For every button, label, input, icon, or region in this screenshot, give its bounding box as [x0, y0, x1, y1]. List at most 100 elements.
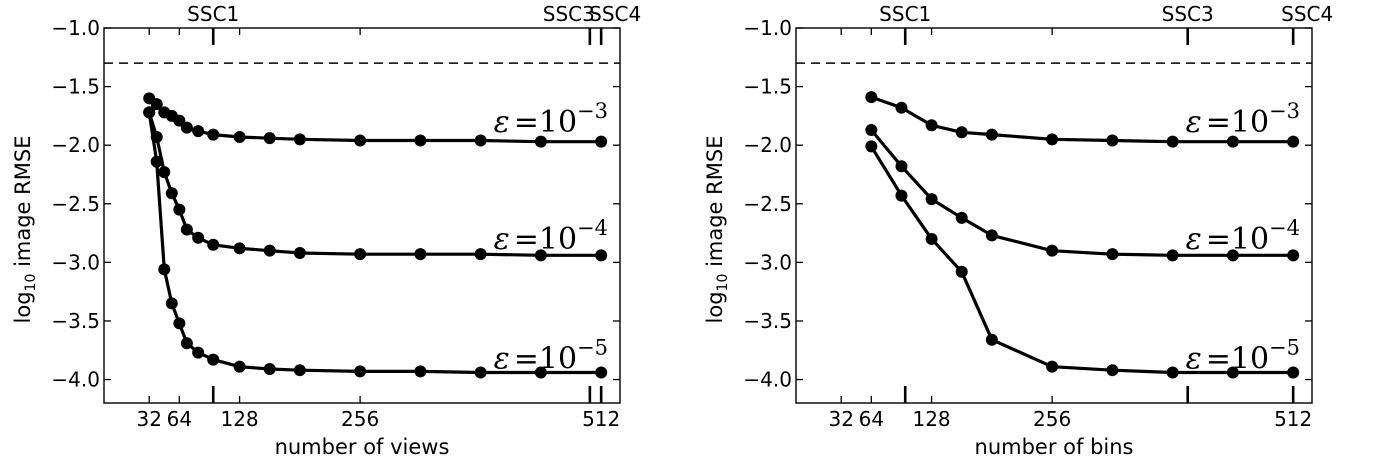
data-point	[865, 140, 878, 153]
ssc-label: SSC4	[1281, 2, 1333, 26]
x-tick-label: 128	[220, 407, 258, 431]
series-label: ε =10−3	[494, 99, 608, 140]
data-point	[414, 248, 427, 261]
data-point	[985, 229, 998, 242]
data-point	[192, 231, 205, 244]
data-point	[534, 135, 547, 148]
y-axis-label: log10 image RMSE	[703, 136, 731, 324]
x-tick-label: 512	[1274, 407, 1312, 431]
x-tick-label: 32	[136, 407, 161, 431]
data-point	[1287, 135, 1300, 148]
data-point	[414, 134, 427, 147]
series-label: ε =10−5	[1186, 335, 1300, 376]
data-point	[925, 193, 938, 206]
data-point	[263, 244, 276, 257]
y-tick-label: −2.0	[51, 133, 100, 157]
data-point	[595, 249, 608, 262]
ssc-label: SSC1	[879, 2, 931, 26]
data-point	[1226, 135, 1239, 148]
data-point	[158, 166, 171, 179]
y-tick-label: −1.0	[51, 16, 100, 40]
data-point	[474, 248, 487, 261]
data-point	[263, 132, 276, 145]
data-point	[474, 134, 487, 147]
data-point	[207, 238, 220, 251]
x-axis-label: number of bins	[975, 435, 1134, 459]
ssc-label: SSC1	[187, 2, 239, 26]
ssc-label: SSC3	[1162, 2, 1214, 26]
data-point	[354, 365, 367, 378]
ssc-label: SSC4	[589, 2, 641, 26]
data-point	[180, 223, 193, 236]
series-label: ε =10−5	[494, 335, 608, 376]
data-point	[293, 133, 306, 146]
series-label: ε =10−4	[1186, 216, 1300, 257]
y-tick-label: −2.5	[743, 192, 792, 216]
y-tick-label: −1.5	[51, 75, 100, 99]
y-tick-label: −3.5	[51, 309, 100, 333]
data-point	[173, 114, 186, 127]
data-point	[414, 365, 427, 378]
x-tick-label: 128	[912, 407, 950, 431]
plot-frame	[795, 27, 1313, 404]
series-line	[870, 128, 1294, 257]
data-point	[595, 366, 608, 379]
data-point	[1106, 248, 1119, 261]
data-point	[1166, 135, 1179, 148]
ssc-label: SSC3	[543, 2, 595, 26]
data-point	[354, 134, 367, 147]
data-point	[955, 126, 968, 139]
data-point	[293, 247, 306, 259]
data-point	[165, 297, 178, 310]
series-line	[147, 111, 602, 257]
data-point	[173, 317, 186, 330]
data-point	[173, 203, 186, 216]
data-point	[955, 211, 968, 224]
data-point	[1046, 360, 1059, 373]
data-point	[233, 242, 246, 255]
data-point	[925, 232, 938, 245]
data-point	[1287, 366, 1300, 379]
plot-frame	[103, 27, 621, 404]
data-point	[1166, 249, 1179, 262]
data-point	[233, 130, 246, 143]
data-point	[180, 121, 193, 134]
data-point	[143, 106, 156, 119]
series-label: ε =10−4	[494, 216, 608, 257]
data-point	[180, 337, 193, 350]
x-tick-label: 32	[828, 407, 853, 431]
data-point	[1106, 364, 1119, 377]
y-tick-label: −3.0	[51, 250, 100, 274]
chart-panel-1: −1.0 −1.5 −2.0 −2.5 −3.0 −3.5 −4.0 32 64 128 256 51…	[11, 2, 641, 459]
series-line	[147, 112, 602, 375]
x-tick-label: 256	[1033, 407, 1071, 431]
data-point	[895, 189, 908, 202]
chart-panel-2: −1.0 −1.5 −2.0 −2.5 −3.0 −3.5 −4.0 32 64 128 256 51…	[703, 2, 1333, 459]
data-point	[985, 333, 998, 346]
data-point	[985, 128, 998, 141]
data-point	[150, 98, 163, 111]
data-point	[865, 91, 878, 104]
series-label: ε =10−3	[1186, 99, 1300, 140]
data-point	[207, 353, 220, 366]
x-tick-label: 64	[167, 407, 192, 431]
data-point	[293, 364, 306, 377]
x-axis-label: number of views	[275, 435, 450, 459]
data-point	[1106, 134, 1119, 147]
data-point	[354, 248, 367, 261]
data-point	[865, 123, 878, 136]
y-tick-label: −2.0	[743, 133, 792, 157]
y-tick-label: −1.0	[743, 16, 792, 40]
data-point	[150, 155, 163, 168]
data-point	[207, 128, 220, 141]
data-point	[1166, 366, 1179, 379]
series-line	[870, 95, 1294, 144]
x-tick-label: 512	[582, 407, 620, 431]
data-point	[1226, 366, 1239, 379]
data-point	[1226, 249, 1239, 262]
x-tick-label: 64	[859, 407, 884, 431]
data-point	[1046, 244, 1059, 257]
data-point	[534, 366, 547, 379]
data-point	[192, 125, 205, 138]
y-tick-label: −4.0	[743, 368, 792, 392]
